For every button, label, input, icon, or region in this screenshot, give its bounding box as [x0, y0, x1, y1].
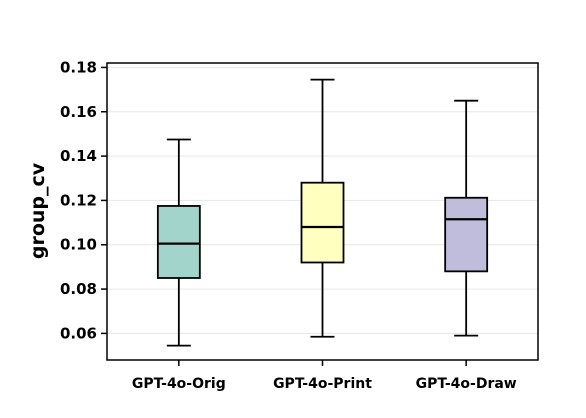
x-tick-label: GPT-4o-Orig — [132, 376, 226, 392]
y-axis-ticks: 0.06 0.08 0.10 0.12 0.14 0.16 0.18 — [60, 58, 107, 342]
box-gpt-4o-orig — [156, 138, 201, 347]
iqr-box — [156, 205, 201, 279]
y-tick-label: 0.18 — [60, 58, 97, 76]
iqr-box — [444, 196, 489, 273]
box-gpt-4o-print — [300, 78, 345, 338]
box-series — [156, 78, 489, 347]
iqr-box — [300, 181, 345, 264]
y-axis-title: group_cv — [27, 162, 49, 259]
x-tick-label: GPT-4o-Print — [273, 376, 372, 392]
x-tick-label: GPT-4o-Draw — [416, 376, 517, 392]
y-tick-label: 0.14 — [60, 147, 97, 165]
y-tick-label: 0.12 — [60, 191, 97, 209]
y-tick-label: 0.16 — [60, 103, 97, 121]
y-tick-label: 0.06 — [60, 324, 97, 342]
y-tick-label: 0.10 — [60, 236, 97, 254]
x-axis-ticks: GPT-4o-Orig GPT-4o-Print GPT-4o-Draw — [132, 360, 517, 392]
box-gpt-4o-draw — [444, 99, 489, 337]
y-tick-label: 0.08 — [60, 280, 97, 298]
